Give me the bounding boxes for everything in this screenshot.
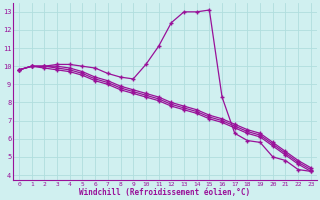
X-axis label: Windchill (Refroidissement éolien,°C): Windchill (Refroidissement éolien,°C) xyxy=(79,188,251,197)
